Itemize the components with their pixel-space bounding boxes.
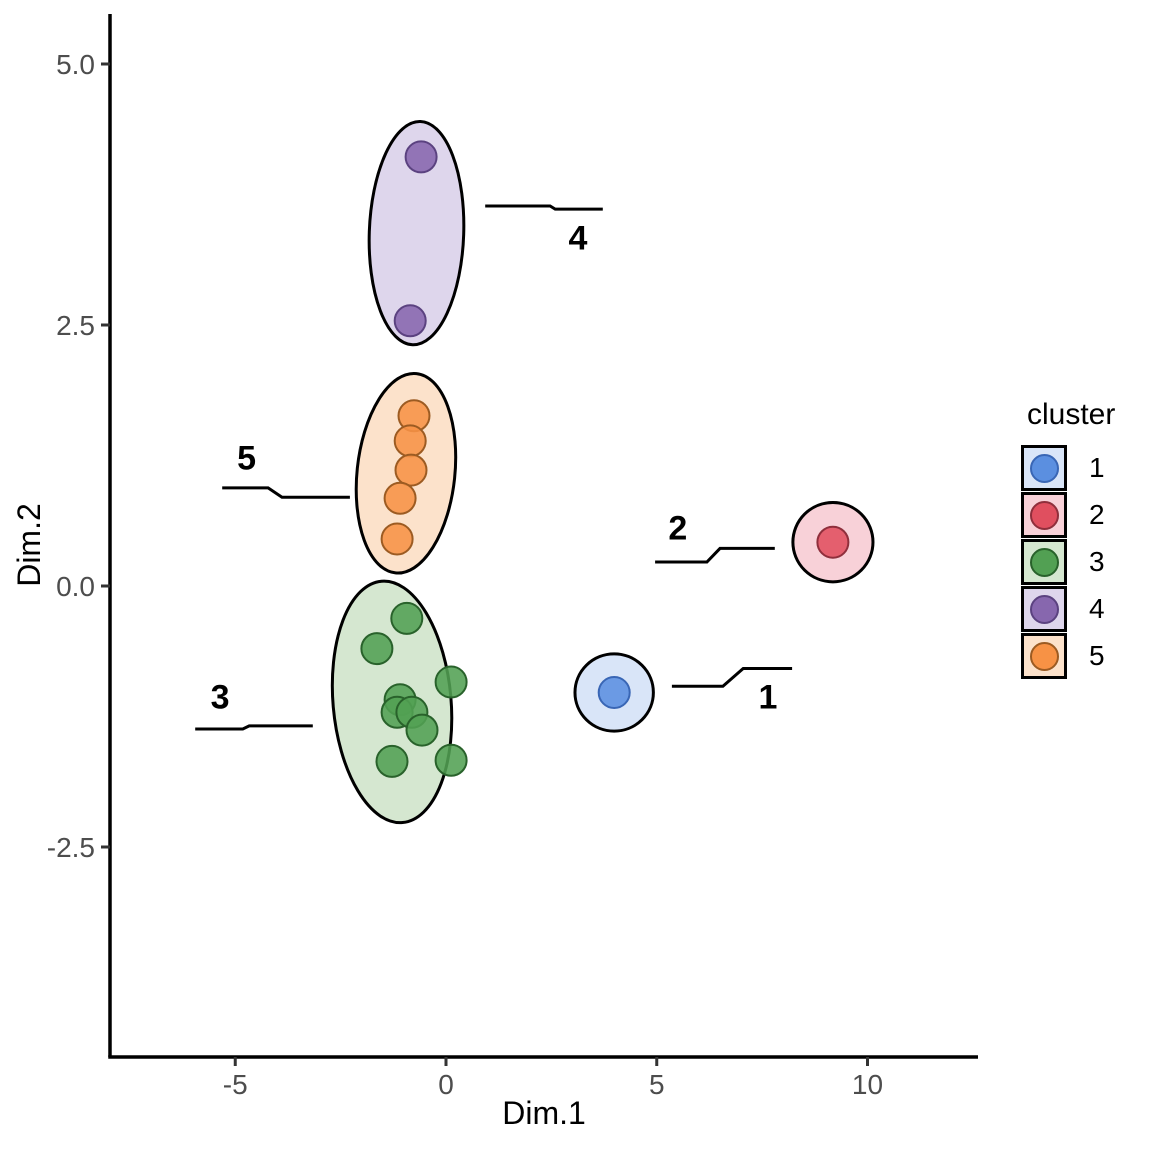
y-tick-label: 0.0 [56, 571, 95, 602]
legend-label-1: 1 [1089, 452, 1105, 483]
cluster-4-label: 4 [568, 219, 587, 257]
cluster-3-label: 3 [211, 679, 230, 717]
x-tick-label: 10 [852, 1069, 883, 1100]
legend-item-4: 4 [1021, 586, 1115, 632]
legend-swatch-cluster3-icon [1021, 539, 1067, 585]
legend-items: 1 2 3 4 5 [1021, 445, 1115, 679]
cluster-1-label: 1 [759, 679, 778, 717]
cluster-4-leader-line [485, 204, 603, 211]
cluster-3-point [405, 713, 439, 747]
x-tick-label: -5 [223, 1069, 248, 1100]
cluster-4-point [404, 140, 438, 174]
cluster-labels: 1 2 3 4 5 [211, 219, 778, 716]
cluster-2-label: 2 [668, 510, 687, 548]
cluster-4-point [393, 304, 427, 338]
legend-label-4: 4 [1089, 593, 1105, 624]
legend-swatch-cluster1-icon [1021, 445, 1067, 491]
axes: -5 0 5 10 5.0 2.5 0.0 -2.5 [47, 14, 978, 1100]
cluster-2-leader-line [655, 546, 775, 564]
legend: cluster 1 2 3 4 5 [1021, 398, 1115, 679]
cluster-3-point [434, 665, 468, 699]
y-axis-title: Dim.2 [11, 503, 47, 587]
cluster-4-ellipse [367, 119, 466, 347]
cluster-5-label: 5 [237, 440, 256, 478]
cluster-3-point [434, 743, 468, 777]
legend-title: cluster [1027, 398, 1116, 431]
y-tick-label: 5.0 [56, 49, 95, 80]
cluster-3-leader-line [195, 724, 313, 731]
cluster-5-point [394, 453, 428, 487]
x-tick-label: 5 [649, 1069, 665, 1100]
legend-item-3: 3 [1021, 539, 1115, 585]
cluster-5-point [380, 522, 414, 556]
y-tick-label: -2.5 [47, 832, 95, 863]
cluster-1-point [597, 676, 631, 709]
x-axis-title: Dim.1 [502, 1095, 586, 1131]
legend-item-5: 5 [1021, 633, 1115, 679]
legend-item-1: 1 [1021, 445, 1115, 491]
legend-swatch-cluster5-icon [1021, 633, 1067, 679]
cluster-3-point [375, 744, 409, 778]
legend-label-5: 5 [1089, 640, 1105, 671]
cluster-3-point [360, 632, 394, 666]
cluster-5-leader-line [222, 486, 350, 499]
data-points [360, 140, 850, 778]
y-tick-label: 2.5 [56, 310, 95, 341]
leader-lines [195, 204, 793, 731]
cluster-5-point [383, 481, 417, 515]
legend-swatch-cluster2-icon [1021, 492, 1067, 538]
legend-label-3: 3 [1089, 546, 1105, 577]
cluster-3-point [390, 601, 424, 635]
cluster-5-point [393, 424, 427, 458]
cluster-1-leader-line [671, 667, 793, 688]
x-tick-label: 0 [438, 1069, 454, 1100]
legend-label-2: 2 [1089, 499, 1105, 530]
legend-swatch-cluster4-icon [1021, 586, 1067, 632]
legend-item-2: 2 [1021, 492, 1115, 538]
cluster-2-point [816, 525, 850, 559]
